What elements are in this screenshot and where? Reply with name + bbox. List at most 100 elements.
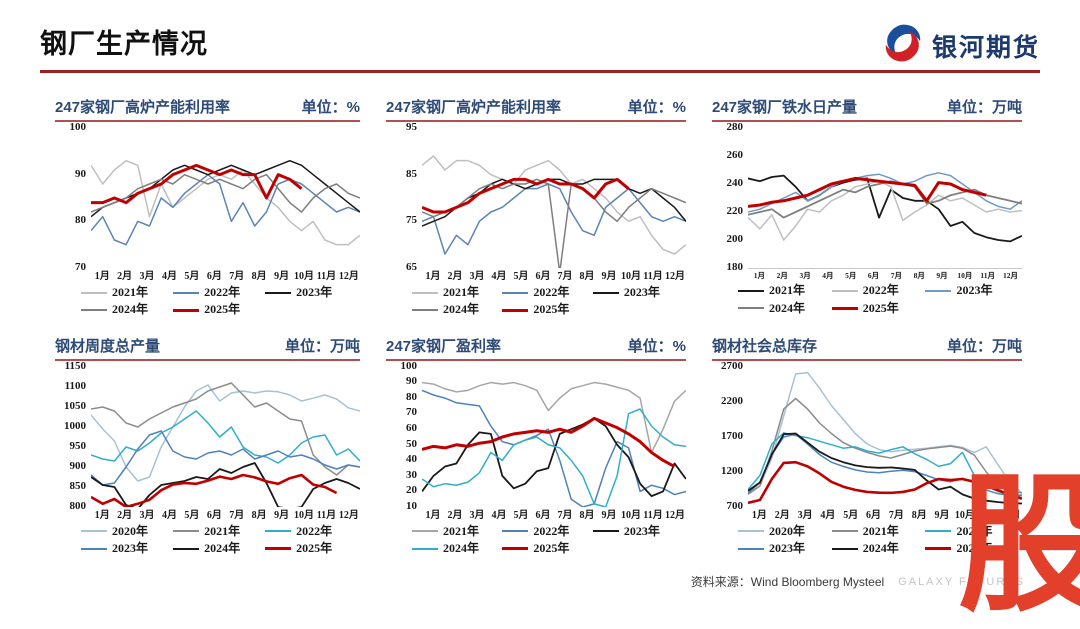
legend-line-swatch bbox=[738, 530, 764, 533]
y-axis-tick: 240 bbox=[726, 176, 744, 189]
legend-line-swatch bbox=[592, 530, 619, 533]
x-axis-month-label: 3月 bbox=[469, 271, 485, 282]
legend-label: 2025年 bbox=[956, 541, 993, 556]
legend-item-2023年: 2023年 bbox=[738, 540, 832, 557]
x-axis-month-label: 4月 bbox=[491, 271, 507, 282]
legend-item-2020年: 2020年 bbox=[738, 523, 832, 540]
series-line-2024年 bbox=[748, 433, 1022, 503]
legend-line-swatch bbox=[81, 309, 107, 312]
legend-item-2022年: 2022年 bbox=[265, 523, 357, 540]
y-axis: 700 1200 1700 2200 2700 bbox=[712, 360, 748, 511]
legend-line-swatch bbox=[412, 530, 438, 533]
x-axis-month-label: 11月 bbox=[643, 509, 663, 521]
x-axis-month-label: 2月 bbox=[117, 509, 133, 521]
x-axis-month-label: 11月 bbox=[980, 271, 995, 280]
legend-item-2020年: 2020年 bbox=[81, 523, 173, 540]
x-axis-month-label: 5月 bbox=[513, 271, 529, 282]
legend-item-2023年: 2023年 bbox=[81, 540, 173, 557]
legend: 2021年 2022年 2023年 2024年 2025年 bbox=[386, 523, 686, 558]
x-axis-month-label: 8月 bbox=[911, 509, 927, 521]
legend-line-swatch bbox=[738, 547, 764, 550]
y-axis-tick: 90 bbox=[406, 375, 417, 388]
x-axis-month-label: 8月 bbox=[579, 271, 595, 282]
legend-item-2024年: 2024年 bbox=[173, 540, 265, 557]
chart-unit: 单位：% bbox=[627, 337, 686, 355]
x-axis-month-label: 5月 bbox=[513, 509, 529, 521]
legend-label: 2021年 bbox=[112, 285, 149, 299]
y-axis-tick: 850 bbox=[69, 479, 87, 492]
x-axis-month-label: 1月 bbox=[753, 271, 766, 280]
chart-unit: 单位：% bbox=[301, 99, 360, 116]
x-axis-month-label: 2月 bbox=[774, 509, 790, 521]
x-axis-month-label: 3月 bbox=[139, 271, 155, 282]
legend-label: 2022年 bbox=[204, 285, 241, 299]
chart-title-row: 247家钢厂铁水日产量 单位：万吨 bbox=[712, 96, 1022, 122]
logo-text: 银河期货 bbox=[931, 33, 1040, 62]
x-axis-month-label: 6月 bbox=[206, 509, 222, 521]
legend-item-2022年: 2022年 bbox=[173, 284, 265, 301]
x-axis-month-label: 5月 bbox=[843, 509, 859, 521]
x-axis-month-label: 9月 bbox=[274, 271, 290, 282]
legend-line-swatch bbox=[265, 547, 292, 551]
x-axis-month-label: 2月 bbox=[447, 271, 463, 282]
legend-item-2025年: 2025年 bbox=[502, 540, 592, 557]
legend-line-swatch bbox=[412, 309, 438, 312]
chart-plot bbox=[91, 128, 360, 268]
y-axis-tick: 260 bbox=[726, 148, 744, 161]
legend-item-2021年: 2021年 bbox=[173, 523, 265, 540]
x-axis-month-label: 3月 bbox=[139, 509, 155, 521]
legend-label: 2024年 bbox=[443, 302, 480, 317]
x-axis-month-label: 8月 bbox=[913, 271, 925, 280]
x-axis-month-label: 8月 bbox=[251, 271, 267, 282]
chart-title: 247家钢厂铁水日产量 bbox=[712, 99, 858, 116]
x-axis-month-label: 9月 bbox=[601, 271, 617, 282]
y-axis-tick: 1100 bbox=[64, 379, 86, 392]
legend-item-2022年: 2022年 bbox=[831, 282, 926, 299]
x-axis-month-label: 9月 bbox=[601, 509, 617, 521]
x-axis-month-label: 12月 bbox=[338, 509, 359, 521]
series-line-2021年 bbox=[422, 156, 686, 254]
y-axis-tick: 2200 bbox=[721, 394, 743, 407]
legend-label: 2021年 bbox=[443, 523, 480, 538]
series-line-2020年 bbox=[91, 385, 360, 481]
series-line-2023年 bbox=[422, 418, 686, 496]
series-line-2023年 bbox=[91, 431, 360, 485]
x-axis-month-label: 2月 bbox=[776, 271, 788, 280]
legend-label: 2025年 bbox=[862, 300, 899, 315]
y-axis-tick: 60 bbox=[406, 421, 417, 434]
legend-line-swatch bbox=[831, 530, 858, 533]
legend-item-2025年: 2025年 bbox=[502, 301, 592, 318]
legend-item-2024年: 2024年 bbox=[412, 540, 502, 557]
y-axis-tick: 800 bbox=[69, 499, 87, 512]
series-line-2021年 bbox=[748, 176, 1022, 242]
legend-line-swatch bbox=[502, 530, 529, 533]
legend-line-swatch bbox=[592, 291, 619, 294]
chart-title: 钢材社会总库存 bbox=[712, 337, 818, 355]
legend-label: 2024年 bbox=[443, 541, 480, 556]
title-rule bbox=[40, 70, 1040, 73]
y-axis-tick: 1000 bbox=[64, 419, 86, 432]
chart-panel-social-inventory: 钢材社会总库存 单位：万吨 700 1200 1700 2200 2700 1月 2月 3月… bbox=[712, 335, 1022, 558]
chart-plot bbox=[422, 367, 686, 507]
x-axis-month-label: 5月 bbox=[845, 271, 857, 280]
x-axis: 1月 2月 3月 4月 5月 6月 7月 8月 9月 10月 11月 12月 bbox=[748, 510, 1022, 521]
legend-label: 2023年 bbox=[623, 285, 660, 299]
footer: 资料来源：Wind Bloomberg Mysteel GALAXY FUTUR… bbox=[691, 573, 1025, 590]
y-axis-tick: 220 bbox=[726, 204, 744, 217]
x-axis-month-label: 12月 bbox=[338, 271, 359, 282]
y-axis-tick: 900 bbox=[69, 459, 87, 472]
y-axis-tick: 700 bbox=[726, 499, 744, 512]
series-line-2021年 bbox=[91, 161, 360, 245]
series-line-2025年 bbox=[422, 418, 675, 466]
legend-line-swatch bbox=[925, 289, 952, 292]
x-axis-month-label: 7月 bbox=[890, 271, 902, 280]
legend: 2021年 2022年 2023年 2024年 2025年 bbox=[386, 284, 686, 319]
y-axis-tick: 70 bbox=[406, 406, 417, 419]
chart-title: 钢材周度总产量 bbox=[55, 337, 161, 355]
x-axis-month-label: 4月 bbox=[161, 509, 177, 521]
series-line-2023年 bbox=[91, 161, 360, 217]
x-axis-month-label: 4月 bbox=[820, 509, 836, 521]
legend-line-swatch bbox=[412, 291, 438, 294]
legend-item-2024年: 2024年 bbox=[412, 301, 502, 318]
y-axis-tick: 100 bbox=[69, 120, 87, 133]
